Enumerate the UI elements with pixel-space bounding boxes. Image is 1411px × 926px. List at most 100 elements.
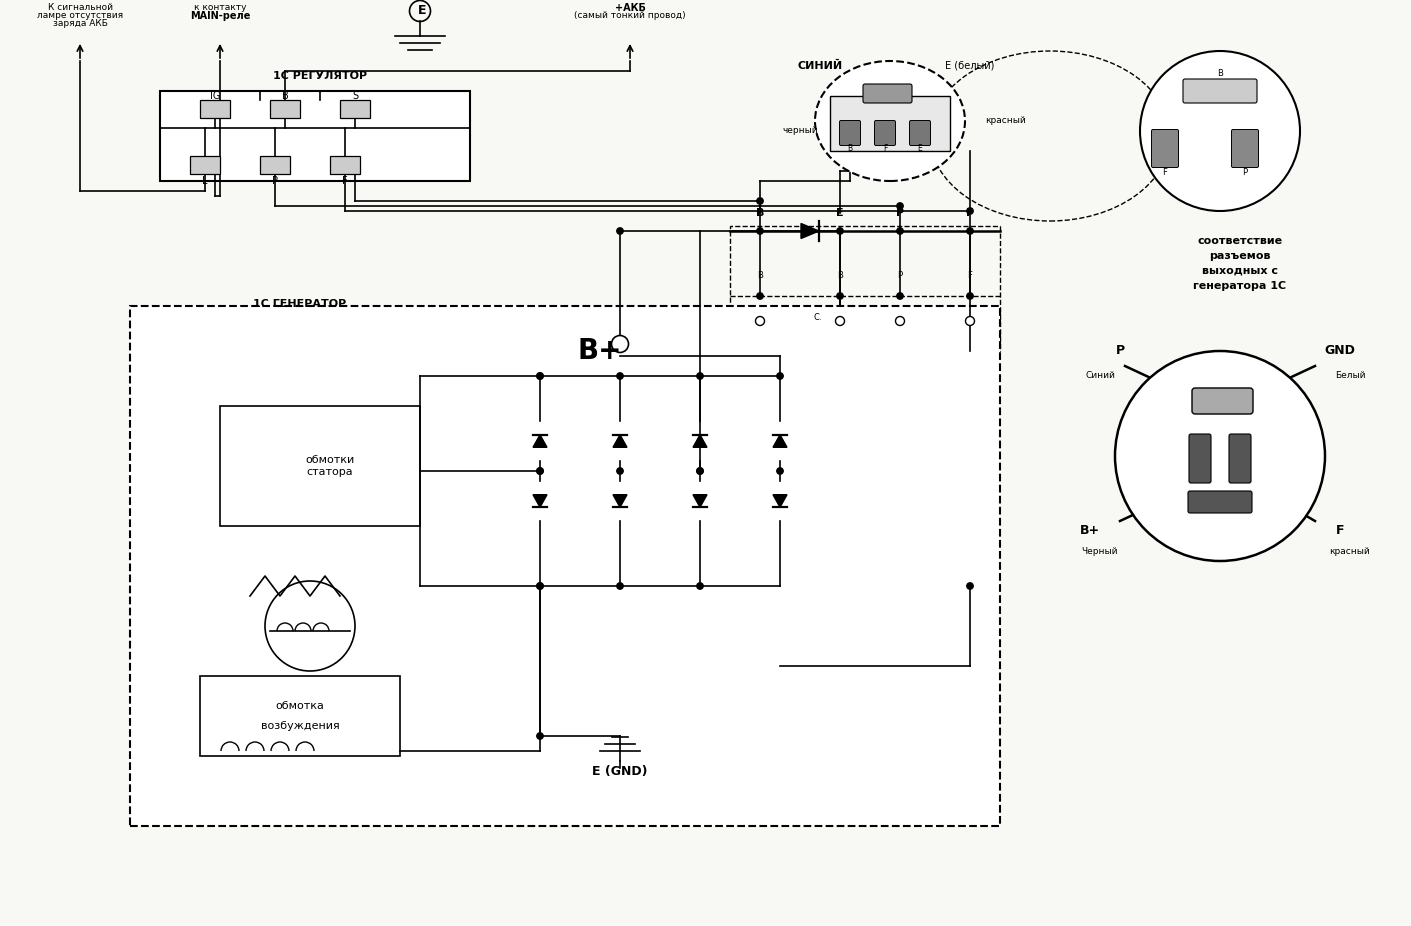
Polygon shape	[801, 223, 818, 239]
Text: E (белый): E (белый)	[945, 61, 995, 71]
Text: выходных с: выходных с	[1202, 266, 1278, 276]
Circle shape	[617, 373, 624, 380]
Circle shape	[897, 203, 903, 209]
Text: B: B	[837, 271, 842, 281]
Circle shape	[1115, 351, 1325, 561]
Text: E: E	[837, 208, 844, 218]
Circle shape	[697, 468, 703, 474]
Text: 1С ГЕНЕРАТОР: 1С ГЕНЕРАТОР	[254, 299, 347, 309]
Text: E: E	[418, 5, 426, 18]
Text: B+: B+	[577, 337, 622, 365]
Polygon shape	[693, 434, 707, 447]
Bar	[190, 156, 220, 174]
Circle shape	[617, 228, 624, 234]
Circle shape	[1140, 51, 1300, 211]
Text: B: B	[758, 271, 763, 281]
Circle shape	[536, 582, 543, 589]
FancyBboxPatch shape	[1229, 434, 1252, 483]
Bar	[220, 406, 420, 526]
Text: L: L	[202, 176, 207, 186]
Circle shape	[837, 228, 844, 234]
Polygon shape	[533, 494, 547, 507]
Text: Белый: Белый	[1335, 371, 1366, 381]
Circle shape	[777, 468, 783, 474]
Text: К сигнальной: К сигнальной	[48, 4, 113, 12]
Circle shape	[536, 582, 543, 589]
Text: P: P	[897, 271, 903, 281]
Text: красный: красный	[985, 117, 1026, 126]
Circle shape	[967, 207, 974, 214]
Circle shape	[617, 582, 624, 589]
FancyBboxPatch shape	[1151, 130, 1178, 168]
Text: F: F	[883, 144, 888, 154]
Text: черный: черный	[782, 127, 818, 135]
Text: СИНИЙ: СИНИЙ	[797, 61, 842, 71]
Text: красный: красный	[1329, 546, 1370, 556]
Polygon shape	[533, 434, 547, 447]
Circle shape	[536, 373, 543, 380]
Text: Синий: Синий	[1085, 371, 1115, 381]
Polygon shape	[773, 494, 787, 507]
Circle shape	[697, 582, 703, 589]
Bar	[270, 100, 301, 118]
Bar	[200, 676, 399, 756]
Circle shape	[697, 373, 703, 380]
Bar	[159, 91, 470, 181]
Text: B: B	[282, 91, 288, 101]
Polygon shape	[773, 434, 787, 447]
Text: IG: IG	[210, 91, 220, 101]
Bar	[830, 96, 950, 151]
Bar	[729, 226, 1000, 351]
Text: P: P	[1243, 169, 1247, 178]
FancyBboxPatch shape	[1232, 130, 1259, 168]
Text: E: E	[917, 144, 923, 154]
Bar	[200, 100, 230, 118]
Text: 1С РЕГУЛЯТОР: 1С РЕГУЛЯТОР	[272, 71, 367, 81]
Text: F: F	[1163, 169, 1167, 178]
Circle shape	[755, 317, 765, 326]
Circle shape	[536, 732, 543, 739]
Text: MAIN-реле: MAIN-реле	[190, 11, 250, 21]
Text: F: F	[343, 176, 349, 186]
Text: B: B	[1218, 69, 1223, 79]
Text: C.: C.	[814, 314, 823, 322]
Text: B: B	[756, 208, 765, 218]
Text: +АКБ: +АКБ	[615, 3, 645, 13]
Circle shape	[617, 468, 624, 474]
Circle shape	[965, 317, 975, 326]
Circle shape	[756, 293, 763, 299]
Bar	[130, 306, 1000, 826]
FancyBboxPatch shape	[1192, 388, 1253, 414]
Circle shape	[536, 373, 543, 380]
Text: F: F	[968, 271, 972, 281]
Circle shape	[967, 582, 974, 589]
Text: обмотка: обмотка	[275, 701, 325, 711]
Text: разъемов: разъемов	[1209, 251, 1271, 261]
Text: P: P	[1116, 344, 1125, 357]
Text: возбуждения: возбуждения	[261, 721, 340, 731]
Polygon shape	[612, 434, 626, 447]
Text: E (GND): E (GND)	[593, 765, 648, 778]
Polygon shape	[693, 494, 707, 507]
Text: (самый тонкий провод): (самый тонкий провод)	[574, 11, 686, 20]
Text: F: F	[967, 208, 974, 218]
Text: S: S	[351, 91, 358, 101]
Text: заряда АКБ: заряда АКБ	[52, 19, 107, 29]
Bar	[260, 156, 291, 174]
Circle shape	[967, 293, 974, 299]
Polygon shape	[612, 494, 626, 507]
Circle shape	[897, 228, 903, 234]
Text: GND: GND	[1325, 344, 1356, 357]
Text: Черный: Черный	[1082, 546, 1119, 556]
Text: генератора 1С: генератора 1С	[1194, 281, 1287, 291]
Circle shape	[967, 228, 974, 234]
Circle shape	[536, 468, 543, 474]
Circle shape	[837, 293, 844, 299]
Circle shape	[536, 468, 543, 474]
FancyBboxPatch shape	[864, 84, 912, 103]
FancyBboxPatch shape	[875, 120, 896, 145]
Text: соответствие: соответствие	[1198, 236, 1283, 246]
Bar	[330, 156, 360, 174]
FancyBboxPatch shape	[840, 120, 861, 145]
Circle shape	[697, 468, 703, 474]
